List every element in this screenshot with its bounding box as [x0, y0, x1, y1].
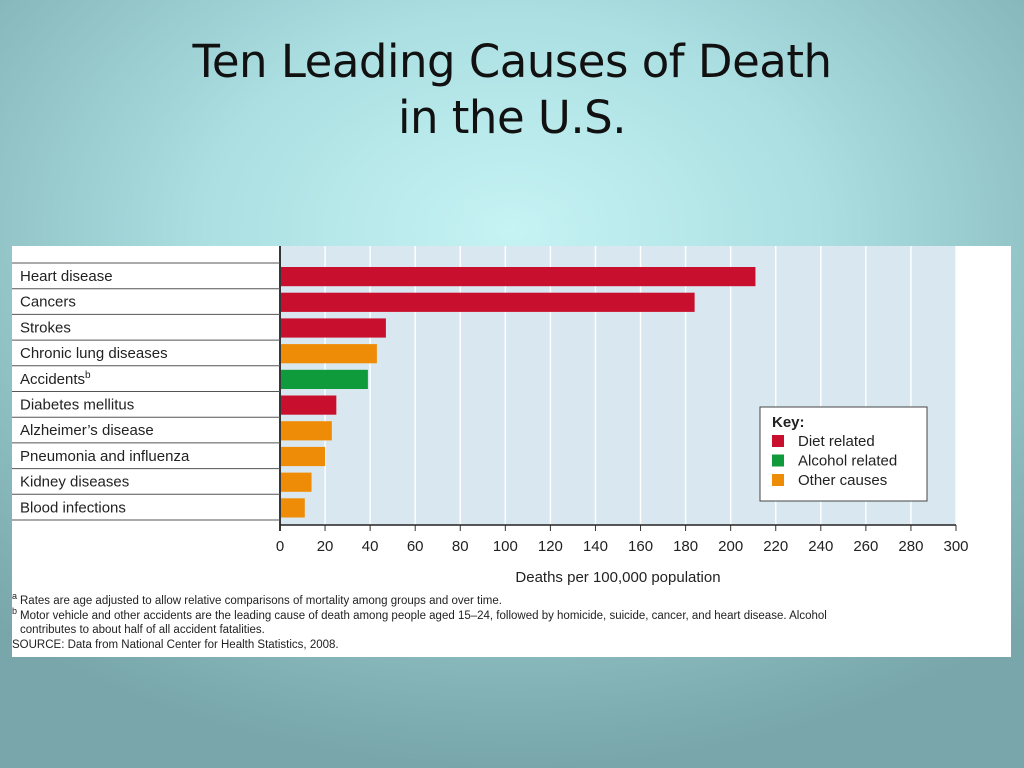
- bar: [281, 369, 368, 389]
- source-note: SOURCE: Data from National Center for He…: [12, 638, 339, 651]
- bar: [281, 446, 326, 467]
- legend-swatch: [772, 454, 784, 467]
- bar: [281, 421, 332, 441]
- legend-entry-label: Diet related: [798, 433, 875, 450]
- x-tick-label: 280: [898, 538, 923, 555]
- category-label: Cancers: [20, 294, 76, 311]
- legend-entry-label: Alcohol related: [798, 453, 897, 470]
- category-label: Pneumonia and influenza: [20, 448, 190, 465]
- category-label-text: Alzheimer’s disease: [20, 422, 154, 439]
- footnote-b-continuation: contributes to about half of all acciden…: [20, 624, 265, 637]
- bar: [281, 267, 756, 287]
- bar: [281, 292, 695, 312]
- category-label-text: Chronic lung diseases: [20, 345, 168, 362]
- legend-box: [759, 406, 928, 502]
- x-tick-label: 300: [943, 538, 968, 555]
- legend-entry-label: Other causes: [798, 472, 887, 489]
- category-label-text: Kidney diseases: [20, 474, 129, 491]
- footnotes: a Rates are age adjusted to allow relativ…: [12, 591, 1002, 652]
- category-label: Kidney diseases: [20, 474, 129, 491]
- category-label-text: Strokes: [20, 319, 71, 336]
- x-tick-label: 60: [407, 538, 424, 555]
- bar: [281, 344, 377, 364]
- x-tick-label: 260: [853, 538, 878, 555]
- bar: [281, 395, 337, 415]
- legend-swatch: [772, 435, 784, 447]
- x-tick-label: 240: [808, 538, 833, 555]
- legend: Key: Diet related Alcohol related Other cau…: [759, 406, 928, 502]
- x-tick-label: 120: [538, 538, 563, 555]
- category-label: Chronic lung diseases: [20, 345, 168, 362]
- x-tick-label: 160: [628, 538, 653, 555]
- category-label: Heart disease: [20, 268, 113, 285]
- bar: [281, 318, 386, 338]
- x-tick-label: 80: [452, 538, 469, 555]
- slide-title-line-1: Ten Leading Causes of Death: [192, 35, 833, 88]
- category-label: Blood infections: [20, 499, 126, 516]
- bar: [281, 472, 312, 492]
- category-label-text: Cancers: [20, 294, 76, 311]
- x-tick-label: 220: [763, 538, 788, 555]
- x-tick-label: 100: [493, 538, 518, 555]
- legend-title: Key:: [772, 414, 805, 431]
- slide-title-line-2: in the U.S.: [397, 91, 627, 144]
- category-label: Strokes: [20, 319, 71, 336]
- category-label-text: Heart disease: [20, 268, 113, 285]
- x-tick-label: 140: [583, 538, 608, 555]
- footnote-a-text: Rates are age adjusted to allow relative…: [20, 595, 502, 607]
- bar: [281, 498, 305, 518]
- legend-swatch: [772, 474, 784, 486]
- category-label: Alzheimer’s disease: [20, 422, 154, 439]
- x-tick-label: 40: [362, 538, 379, 555]
- x-tick-label: 0: [276, 538, 284, 555]
- x-axis-label: Deaths per 100,000 population: [515, 569, 720, 586]
- category-label: Diabetes mellitus: [20, 397, 134, 414]
- footnote-a-marker: a: [12, 591, 18, 601]
- footnote-a: a Rates are age adjusted to allow relativ…: [12, 591, 1002, 609]
- footnote-b-text-line-1: Motor vehicle and other accidents are th…: [20, 609, 827, 622]
- category-label-text: Blood infections: [20, 499, 126, 516]
- footnote-b-marker: b: [12, 605, 18, 616]
- x-tick-label: 200: [718, 538, 743, 555]
- chart-panel: 0 20 40 60 80 100 120 140 160 180 200 220 240 260 280 3…: [12, 246, 1011, 657]
- category-label: Accidentsb: [20, 370, 91, 388]
- x-tick-label: 20: [317, 538, 334, 555]
- footnote-b: b Motor vehicle and other accidents are t…: [12, 606, 1002, 624]
- slide-title: Ten Leading Causes of Death in the U.S.: [0, 34, 1024, 146]
- category-label-text: Accidents: [20, 371, 85, 388]
- x-tick-label: 180: [673, 538, 698, 555]
- category-label-superscript: b: [85, 370, 91, 381]
- bar-chart: 0 20 40 60 80 100 120 140 160 180 200 220 240 260 280 3…: [12, 246, 969, 586]
- category-label-text: Diabetes mellitus: [20, 397, 134, 414]
- category-label-text: Pneumonia and influenza: [20, 448, 190, 465]
